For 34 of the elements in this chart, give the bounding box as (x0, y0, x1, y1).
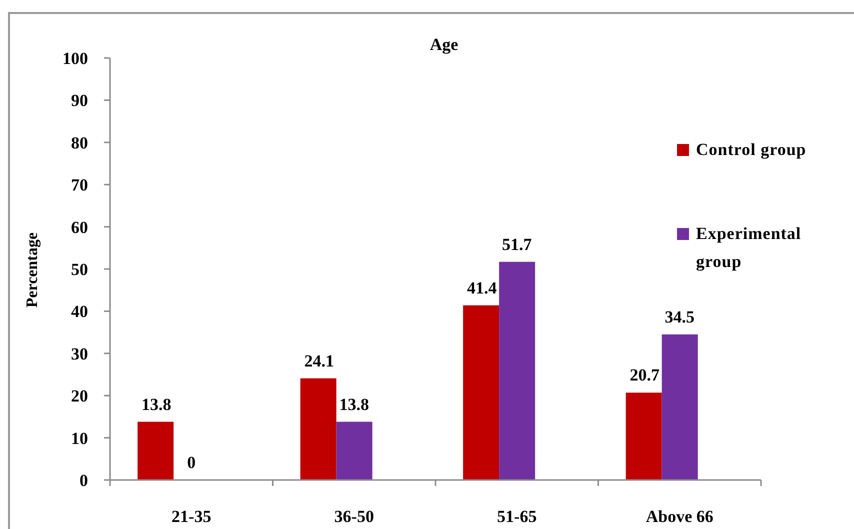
y-tick-label: 60 (71, 218, 88, 237)
bar (463, 305, 500, 480)
bar (499, 262, 536, 480)
y-tick-label: 20 (71, 386, 88, 406)
bar (626, 392, 662, 480)
data-label: 0 (187, 453, 196, 472)
data-label: 41.4 (467, 278, 498, 298)
y-tick-label: 80 (71, 133, 88, 152)
bar (662, 334, 698, 480)
bar (300, 378, 336, 480)
y-axis-title: Percentage (24, 232, 41, 308)
data-label: 20.7 (630, 366, 660, 385)
x-tick-label: 36-50 (334, 507, 374, 526)
data-label: 13.8 (142, 394, 172, 414)
x-tick-label: Above 66 (646, 507, 714, 526)
y-tick-label: 30 (71, 344, 88, 364)
bar (336, 422, 372, 480)
chart-title: Age (430, 35, 458, 54)
y-tick-label: 40 (71, 302, 88, 322)
bar (138, 422, 174, 480)
data-label: 34.5 (664, 307, 694, 326)
legend-label: Experimental group (696, 224, 802, 271)
data-label: 13.8 (339, 394, 369, 414)
y-tick-label: 90 (71, 91, 88, 110)
y-tick-label: 50 (71, 260, 88, 280)
y-tick-label: 70 (71, 176, 88, 195)
legend-label: Control group (696, 140, 806, 159)
y-tick-label: 0 (80, 471, 88, 490)
y-tick-label: 100 (62, 49, 88, 68)
y-tick-label: 10 (71, 428, 88, 448)
x-tick-label: 51-65 (497, 507, 537, 526)
data-label: 24.1 (304, 351, 334, 370)
data-label: 51.7 (502, 234, 532, 254)
x-tick-label: 21-35 (172, 507, 212, 526)
